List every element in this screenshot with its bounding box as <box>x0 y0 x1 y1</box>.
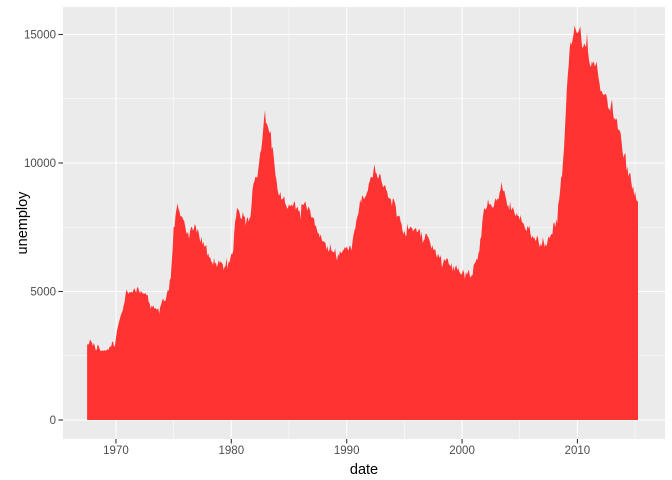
x-tick-label: 1980 <box>219 445 245 457</box>
x-tick-label: 2010 <box>565 445 591 457</box>
y-tick-label: 15000 <box>24 29 56 41</box>
x-axis-tick-labels: 1970 1980 1990 2000 2010 <box>103 445 590 457</box>
y-axis-tick-labels: 0 5000 10000 15000 <box>24 29 56 427</box>
x-tick-label: 2000 <box>449 445 475 457</box>
x-axis-title: date <box>350 462 378 478</box>
x-tick-label: 1970 <box>103 445 129 457</box>
y-axis-title: unemploy <box>15 191 31 255</box>
y-tick-label: 10000 <box>24 158 56 170</box>
area-series-unemploy <box>87 25 639 421</box>
x-tick-label: 1990 <box>334 445 360 457</box>
y-tick-label: 5000 <box>30 287 56 299</box>
axis-tick-marks <box>58 33 578 444</box>
y-tick-label: 0 <box>50 415 56 427</box>
